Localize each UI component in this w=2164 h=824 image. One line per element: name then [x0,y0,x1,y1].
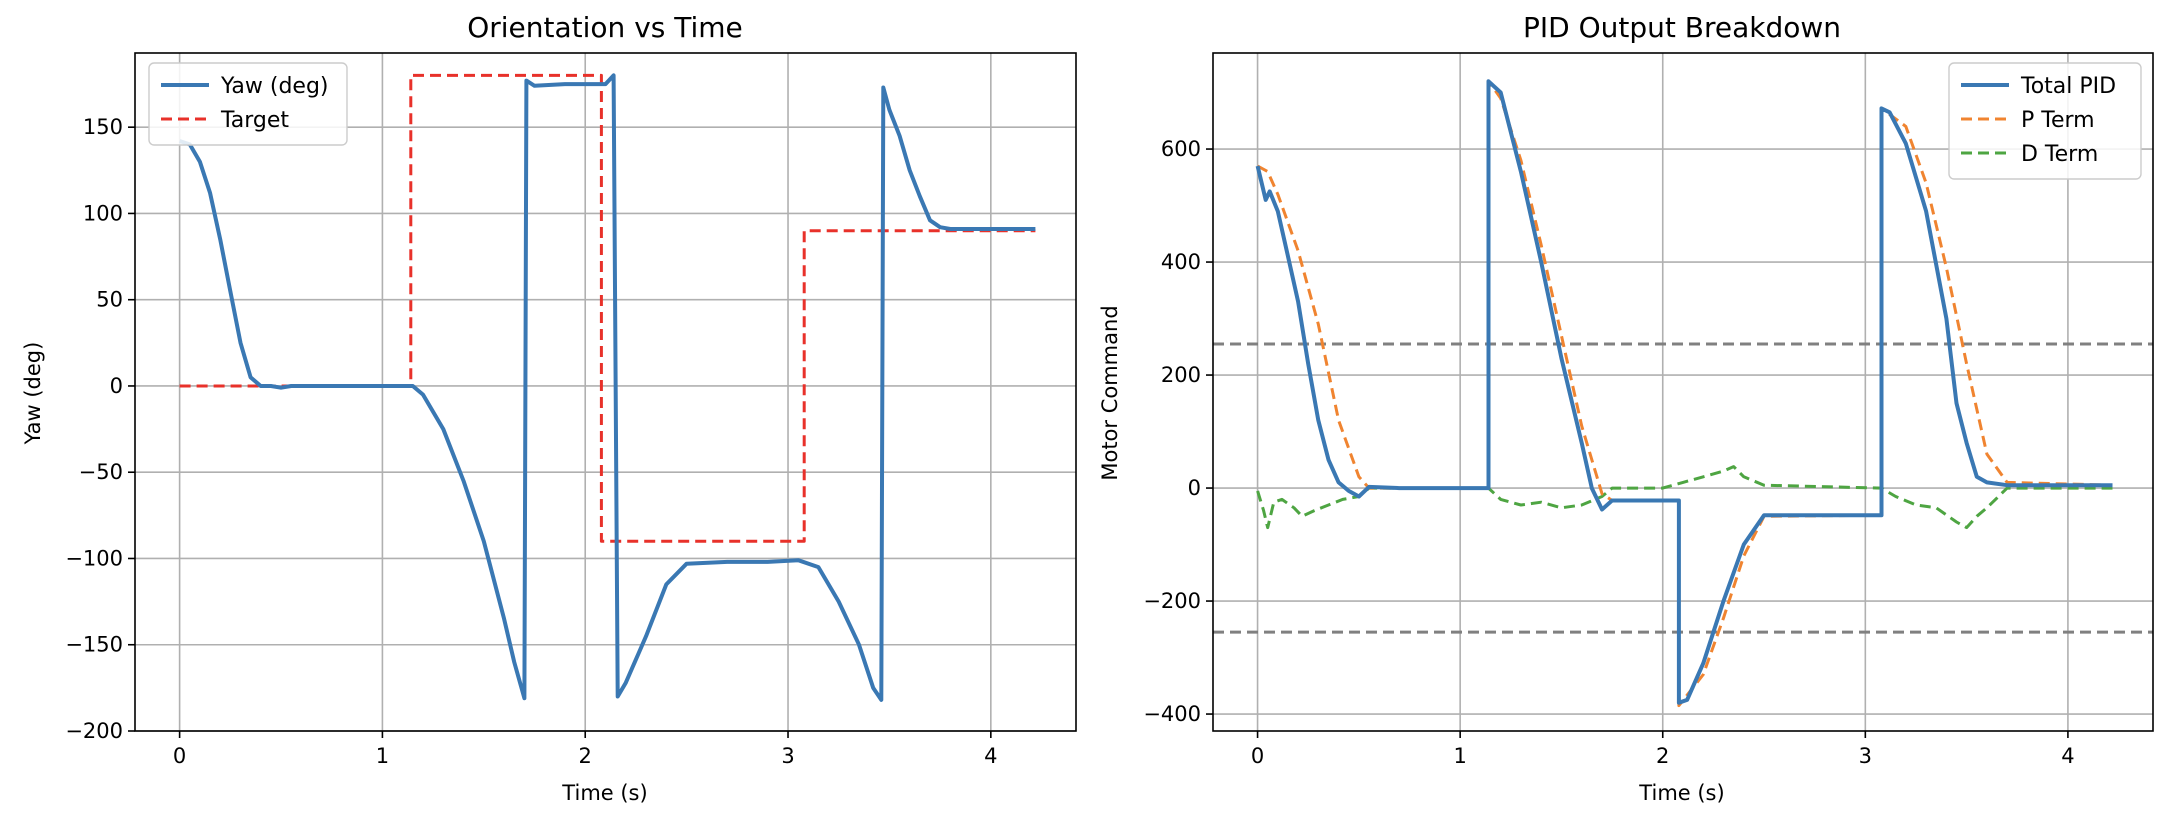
legend-label: Target [220,108,289,133]
x-tick-label: 0 [173,744,186,768]
plot-lines [1255,79,2113,708]
legend-label: Total PID [2020,74,2116,99]
x-tick-label: 2 [579,744,592,768]
plot-lines [178,73,1036,702]
y-tick-label: 0 [1188,476,1201,500]
y-tick-label: 400 [1161,250,1201,274]
legend: Yaw (deg) Target [148,62,348,146]
y-tick-label: 100 [83,201,123,225]
series-line-2 [1256,465,2113,530]
x-axis-label: Time (s) [1638,781,1724,805]
x-tick-label: 1 [1453,744,1466,768]
x-ticks: 0 1 2 3 4 [173,731,998,768]
series-line-1 [1256,79,2113,708]
y-axis-label: Yaw (deg) [21,342,45,446]
y-tick-label: 600 [1161,137,1201,161]
x-ticks: 0 1 2 3 4 [1251,731,2075,768]
legend-label: P Term [2021,108,2095,133]
x-axis-label: Time (s) [561,781,647,805]
chart-title: PID Output Breakdown [1523,11,1841,44]
legend: Total PID P Term D Term [1948,62,2142,180]
x-tick-label: 2 [1656,744,1669,768]
y-tick-label: −100 [65,546,123,570]
y-tick-label: 200 [1161,363,1201,387]
y-tick-label: −150 [65,633,123,657]
series-line-0 [178,73,1036,702]
grid [135,53,1076,732]
y-tick-label: −200 [1143,589,1201,613]
y-axis-label: Motor Command [1098,305,1122,480]
y-ticks: −400 −200 0 200 400 600 [1143,137,1213,726]
legend-label: D Term [2021,142,2098,167]
y-tick-label: −50 [79,460,123,484]
x-tick-label: 0 [1251,744,1264,768]
pid-output-chart: PID Output Breakdown Time (s) Motor Comm… [1098,11,2154,805]
series-line-1 [179,73,1036,543]
y-tick-label: 0 [110,374,123,398]
legend-label: Yaw (deg) [220,74,329,99]
chart-title: Orientation vs Time [467,11,743,44]
y-ticks: −200 −150 −100 −50 0 50 100 150 [65,115,135,743]
y-tick-label: −400 [1143,702,1201,726]
orientation-chart: Orientation vs Time Time (s) Yaw (deg) 0… [21,11,1077,805]
reference-lines [1213,342,2153,634]
y-tick-label: 150 [83,115,123,139]
plot-frame [1212,52,2154,732]
y-tick-label: −200 [65,719,123,743]
series-line-0 [1255,79,2113,705]
legend-box [1948,62,2142,180]
y-tick-label: 50 [96,288,123,312]
x-tick-label: 3 [781,744,794,768]
x-tick-label: 4 [2061,744,2074,768]
plot-frame [134,52,1077,732]
x-tick-label: 3 [1859,744,1872,768]
x-tick-label: 4 [984,744,997,768]
x-tick-label: 1 [376,744,389,768]
